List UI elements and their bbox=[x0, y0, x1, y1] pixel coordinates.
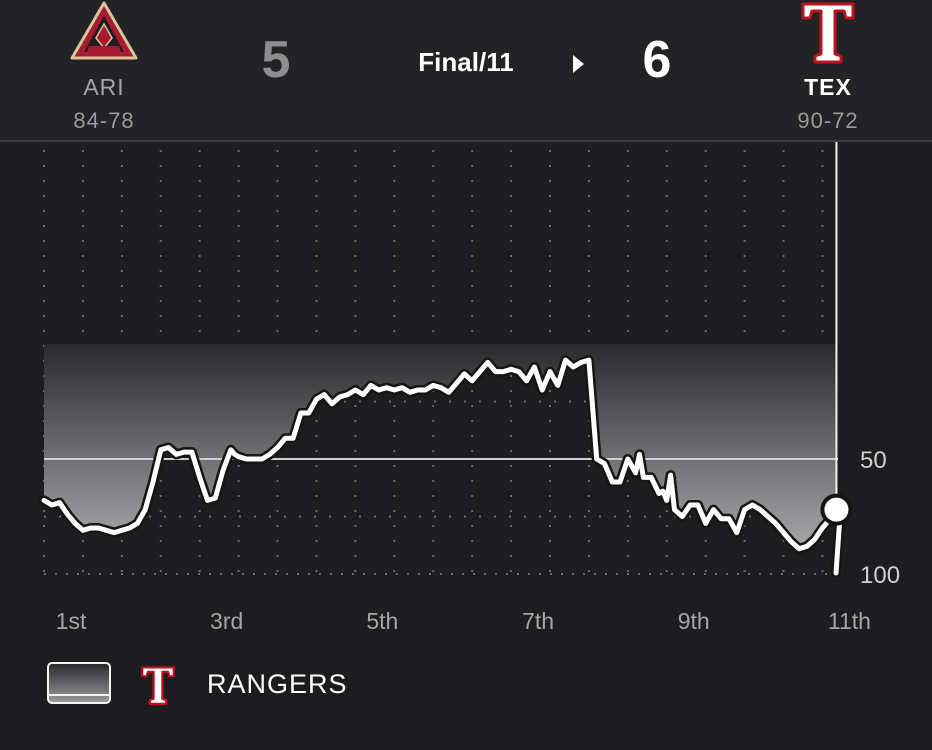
play-arrow-icon[interactable] bbox=[570, 52, 586, 76]
chart-labels: 50 100 1st 3rd 5th 7th 9th 11th bbox=[56, 447, 900, 634]
home-score: 6 bbox=[642, 31, 672, 89]
legend-team-label: RANGERS bbox=[207, 669, 348, 699]
gradient-swatch-icon bbox=[47, 662, 111, 704]
x-tick-label: 11th bbox=[828, 608, 871, 634]
home-area-fill bbox=[44, 344, 837, 549]
y-tick-label: 100 bbox=[860, 562, 900, 589]
chart-lines bbox=[39, 142, 853, 578]
chart-legend: RANGERS bbox=[0, 650, 932, 750]
x-tick-label: 5th bbox=[366, 608, 398, 634]
x-tick-label: 9th bbox=[678, 608, 710, 634]
diamondbacks-logo-icon bbox=[70, 1, 138, 60]
away-team-abbr: ARI bbox=[83, 74, 125, 100]
home-series-line bbox=[41, 357, 839, 552]
x-tick-label: 7th bbox=[522, 608, 554, 634]
away-team-record: 84-78 bbox=[73, 108, 135, 133]
header-divider bbox=[0, 140, 932, 142]
game-status: Final/11 bbox=[418, 47, 514, 77]
rangers-logo-icon bbox=[801, 2, 855, 64]
home-team-record: 90-72 bbox=[797, 108, 859, 133]
current-point-marker bbox=[820, 493, 853, 526]
away-score: 5 bbox=[261, 31, 291, 89]
win-probability-chart[interactable]: 50 100 1st 3rd 5th 7th 9th 11th bbox=[0, 142, 932, 650]
rangers-logo-icon bbox=[141, 666, 175, 705]
scoreboard-header: ARI 84-78 5 Final/11 6 TEX 90-72 bbox=[0, 0, 932, 140]
chart-area bbox=[44, 344, 837, 549]
home-team-abbr: TEX bbox=[804, 74, 852, 100]
x-tick-label: 3rd bbox=[210, 608, 243, 634]
x-tick-label: 1st bbox=[56, 608, 87, 634]
y-tick-label: 50 bbox=[860, 447, 887, 474]
